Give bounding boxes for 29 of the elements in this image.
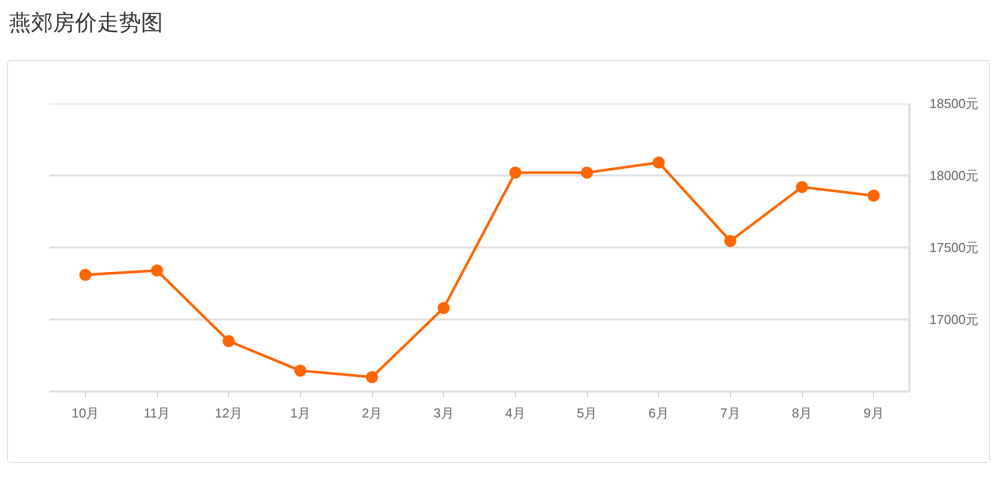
- point: [868, 190, 880, 202]
- x-tick-label: 3月: [434, 406, 454, 420]
- y-tick-label: 18000元: [930, 168, 979, 183]
- chart-title: 燕郊房价走势图: [9, 9, 163, 37]
- y-tick-label: 18500元: [930, 96, 979, 111]
- x-tick-label: 9月: [864, 406, 884, 420]
- x-tick-label: 7月: [720, 406, 740, 420]
- point: [724, 235, 736, 248]
- x-tick-label: 8月: [792, 406, 812, 420]
- point: [151, 264, 163, 277]
- x-tick-label: 11月: [144, 406, 170, 420]
- x-tick-label: 5月: [576, 406, 598, 420]
- point: [79, 268, 92, 281]
- point: [366, 371, 378, 384]
- point: [509, 166, 522, 179]
- x-tick-label: 12月: [214, 406, 242, 420]
- x-tick-label: 2月: [362, 406, 382, 420]
- point: [796, 181, 808, 194]
- y-tick-label: 17000元: [930, 312, 979, 327]
- x-tick-label: 10月: [72, 406, 100, 420]
- x-tick-label: 1月: [290, 406, 310, 420]
- point: [222, 335, 235, 348]
- x-tick-label: 6月: [648, 406, 669, 420]
- x-tick-label: 4月: [505, 406, 526, 420]
- point: [438, 302, 450, 314]
- point: [294, 364, 306, 377]
- point: [652, 156, 665, 169]
- point: [581, 166, 593, 179]
- y-tick-label: 17500元: [930, 240, 979, 255]
